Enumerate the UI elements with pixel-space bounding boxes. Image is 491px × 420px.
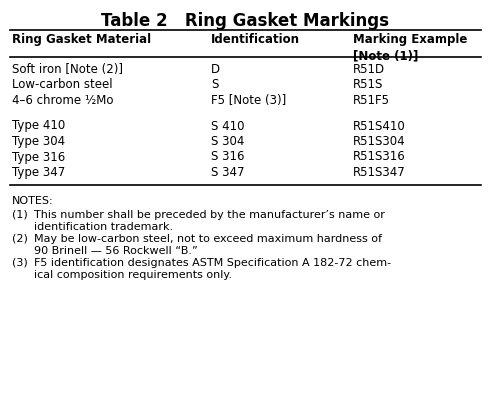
Text: S: S (211, 79, 218, 92)
Text: R51S316: R51S316 (353, 150, 406, 163)
Text: R51S304: R51S304 (353, 135, 406, 148)
Text: R51D: R51D (353, 63, 385, 76)
Text: Ring Gasket Material: Ring Gasket Material (12, 33, 151, 46)
Text: Type 410: Type 410 (12, 120, 65, 132)
Text: R51S347: R51S347 (353, 166, 406, 179)
Text: May be low-carbon steel, not to exceed maximum hardness of
90 Brinell — 56 Rockw: May be low-carbon steel, not to exceed m… (34, 234, 382, 256)
Text: Soft iron [Note (2)]: Soft iron [Note (2)] (12, 63, 123, 76)
Text: 4–6 chrome ½Mo: 4–6 chrome ½Mo (12, 94, 113, 107)
Text: Table 2   Ring Gasket Markings: Table 2 Ring Gasket Markings (101, 12, 389, 30)
Text: S 347: S 347 (211, 166, 245, 179)
Text: F5 identification designates ASTM Specification A 182-72 chem-
ical composition : F5 identification designates ASTM Specif… (34, 257, 391, 280)
Text: NOTES:: NOTES: (12, 197, 54, 207)
Text: Low-carbon steel: Low-carbon steel (12, 79, 112, 92)
Text: F5 [Note (3)]: F5 [Note (3)] (211, 94, 286, 107)
Text: (3): (3) (12, 257, 28, 268)
Text: (1): (1) (12, 210, 28, 220)
Text: R51S410: R51S410 (353, 120, 406, 132)
Text: R51S: R51S (353, 79, 383, 92)
Text: (2): (2) (12, 234, 28, 244)
Text: S 410: S 410 (211, 120, 245, 132)
Text: Type 304: Type 304 (12, 135, 65, 148)
Text: R51F5: R51F5 (353, 94, 390, 107)
Text: Marking Example
[Note (1)]: Marking Example [Note (1)] (353, 33, 467, 62)
Text: D: D (211, 63, 220, 76)
Text: S 304: S 304 (211, 135, 245, 148)
Text: S 316: S 316 (211, 150, 245, 163)
Text: Identification: Identification (211, 33, 300, 46)
Text: This number shall be preceded by the manufacturer’s name or
identification trade: This number shall be preceded by the man… (34, 210, 385, 232)
Text: Type 347: Type 347 (12, 166, 65, 179)
Text: Type 316: Type 316 (12, 150, 65, 163)
